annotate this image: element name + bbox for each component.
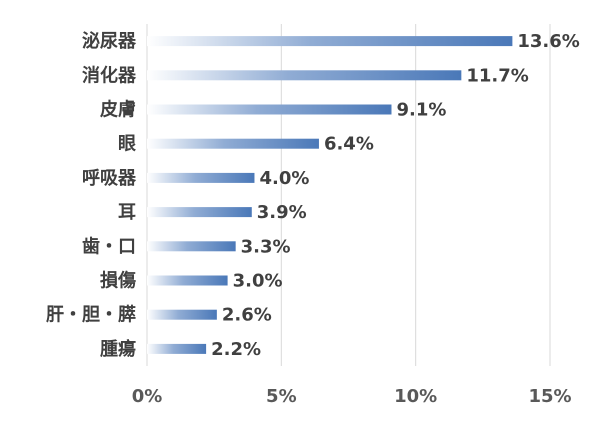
bar (147, 275, 228, 286)
x-axis-ticks: 0% 5% 10% 15% (132, 386, 572, 407)
bar (147, 241, 236, 252)
value-label: 6.4% (324, 134, 374, 155)
value-label: 4.0% (259, 168, 309, 189)
category-label: 耳 (118, 202, 136, 223)
value-label: 9.1% (396, 100, 446, 121)
value-label: 2.2% (211, 339, 261, 360)
value-label: 2.6% (222, 305, 272, 326)
value-label: 11.7% (466, 65, 528, 86)
category-label: 泌尿器 (82, 30, 137, 52)
bar (147, 70, 462, 81)
bar (147, 343, 207, 354)
bar (147, 172, 255, 183)
category-label: 歯・口 (82, 235, 136, 257)
x-tick-label: 10% (394, 386, 437, 407)
category-label: 皮膚 (100, 99, 136, 121)
category-label: 消化器 (82, 64, 137, 86)
bar (147, 138, 319, 149)
category-label: 肝・胆・膵 (46, 304, 136, 326)
x-tick-label: 5% (266, 386, 297, 407)
category-label: 腫瘍 (100, 338, 136, 360)
bar (147, 309, 217, 320)
bar (147, 36, 513, 47)
bar (147, 207, 252, 218)
bar (147, 104, 392, 115)
value-labels: 13.6% 11.7% 9.1% 6.4% 4.0% 3.9% 3.3% 3.0% 2.6% 2.… (211, 31, 580, 360)
category-label: 眼 (118, 134, 136, 155)
x-tick-label: 15% (528, 386, 571, 407)
value-label: 3.0% (233, 271, 283, 292)
category-label: 損傷 (100, 270, 136, 292)
category-label: 呼吸器 (82, 168, 137, 189)
value-label: 13.6% (517, 31, 579, 52)
x-tick-label: 0% (132, 386, 163, 407)
value-label: 3.3% (241, 236, 291, 257)
gridlines (146, 24, 551, 366)
bars (147, 36, 513, 354)
value-label: 3.9% (257, 202, 307, 223)
